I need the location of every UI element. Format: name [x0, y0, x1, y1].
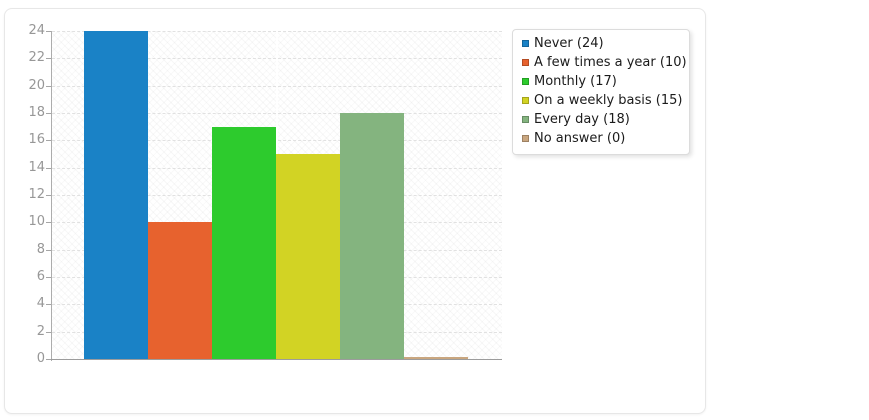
y-tick-label: 20: [28, 77, 45, 93]
legend-label: On a weekly basis (15): [534, 93, 683, 108]
y-tick-label: 22: [28, 50, 45, 66]
y-tick-mark: [46, 359, 51, 360]
gridline: [52, 31, 502, 32]
legend-swatch-icon: [522, 78, 529, 85]
y-tick-label: 12: [28, 187, 45, 202]
y-tick-mark: [46, 331, 51, 333]
y-tick-mark: [46, 222, 51, 224]
legend-item: No answer (0): [521, 129, 681, 148]
legend-swatch-icon: [522, 40, 529, 47]
y-tick-label: 6: [36, 269, 45, 284]
gridline: [52, 140, 502, 142]
legend-swatch-icon: [522, 135, 529, 142]
y-tick-mark: [46, 167, 51, 169]
y-tick-label: 16: [28, 132, 45, 148]
y-tick-label: 2: [36, 323, 45, 339]
y-axis-line: [51, 31, 52, 361]
y-tick-label: 10: [28, 214, 45, 230]
gridline: [52, 58, 502, 60]
y-tick-label: 14: [28, 159, 45, 175]
legend: Never (24) A few times a year (10) Monthly…: [512, 29, 690, 155]
bar-on-a-weekly-basis: [276, 154, 340, 359]
y-tick-mark: [46, 113, 51, 114]
legend-item: Every day (18): [521, 110, 681, 129]
y-tick-mark: [46, 85, 51, 87]
y-tick-mark: [46, 195, 51, 196]
y-tick-mark: [46, 249, 51, 251]
gridline: [52, 85, 502, 87]
bar-never: [84, 31, 148, 359]
y-tick-mark: [46, 304, 51, 306]
bar-a-few-times-a-year: [148, 222, 212, 359]
legend-label: A few times a year (10): [534, 55, 687, 70]
legend-item: Never (24): [521, 34, 681, 53]
legend-label: Never (24): [534, 36, 604, 51]
legend-label: Monthly (17): [534, 74, 617, 89]
y-tick-label: 24: [28, 23, 45, 38]
bar-monthly: [212, 126, 276, 359]
y-tick-mark: [46, 58, 51, 60]
x-axis-line: [46, 359, 502, 360]
y-tick-mark: [46, 140, 51, 142]
y-tick-mark: [46, 277, 51, 278]
chart-card: 0 2 4 6 8 10 12 14 16 18 20 22 24 Never (24) A few ti…: [4, 8, 706, 414]
legend-item: Monthly (17): [521, 72, 681, 91]
legend-label: Every day (18): [534, 112, 630, 127]
y-tick-label: 0: [36, 351, 45, 366]
legend-swatch-icon: [522, 59, 529, 66]
legend-label: No answer (0): [534, 131, 626, 146]
y-tick-mark: [46, 31, 51, 32]
plot-area: [52, 31, 502, 359]
legend-item: On a weekly basis (15): [521, 91, 683, 110]
gridline: [52, 113, 502, 114]
bar-no-answer: [404, 357, 468, 359]
legend-swatch-icon: [522, 116, 529, 123]
y-tick-label: 18: [28, 105, 45, 120]
y-tick-label: 4: [36, 296, 45, 312]
legend-swatch-icon: [522, 97, 529, 104]
bar-every-day: [340, 113, 404, 359]
legend-item: A few times a year (10): [521, 53, 687, 72]
y-axis-labels: 0 2 4 6 8 10 12 14 16 18 20 22 24: [5, 9, 45, 413]
y-tick-label: 8: [36, 241, 45, 257]
